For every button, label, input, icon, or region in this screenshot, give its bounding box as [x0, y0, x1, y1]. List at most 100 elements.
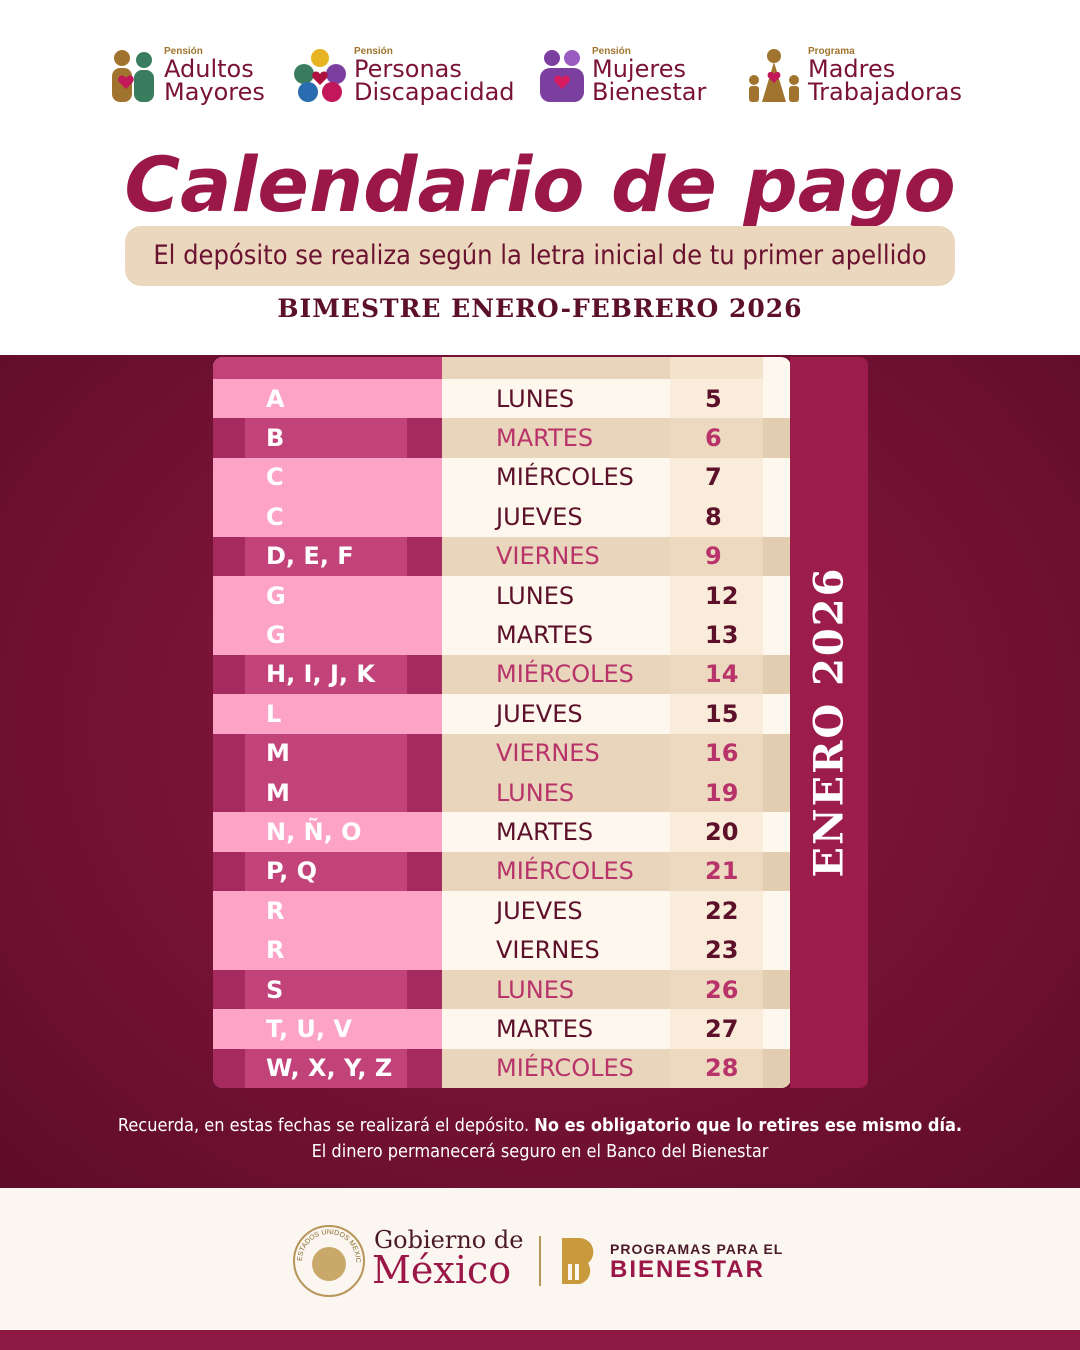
date-bg: [670, 930, 763, 971]
date-bg: [670, 615, 763, 656]
letter-bg: [213, 1009, 442, 1050]
date: 27: [705, 1014, 739, 1043]
date: 28: [705, 1054, 739, 1083]
note-line: Recuerda, en estas fechas se realizará e…: [0, 1113, 1080, 1139]
date-bg: [670, 379, 763, 419]
program-kicker: Pensión: [164, 46, 203, 57]
letter-edge: [407, 1048, 442, 1088]
letter-bg: [213, 733, 442, 774]
edge-bg: [763, 1009, 791, 1050]
note-bold: No es obligatorio que lo retires ese mis…: [534, 1115, 963, 1136]
weekday: LUNES: [496, 384, 575, 413]
date-bg: [670, 851, 763, 892]
letters: C: [266, 463, 284, 492]
note-line: El dinero permanecerá seguro en el Banco…: [311, 1141, 769, 1162]
letter-edge: [213, 851, 245, 892]
edge-bg: [763, 1048, 791, 1088]
letters: B: [266, 424, 285, 453]
weekday: MIÉRCOLES: [496, 660, 634, 689]
letters: S: [266, 975, 284, 1004]
letters: C: [266, 502, 284, 531]
gov-line: Gobierno de: [374, 1226, 524, 1254]
weekday: MARTES: [496, 1014, 594, 1043]
date-bg: [670, 772, 763, 813]
day-bg: [442, 457, 670, 498]
letters: M: [266, 778, 290, 807]
date-bg: [670, 536, 763, 577]
day-bg: [442, 930, 670, 971]
program-name: Madres Trabajadoras: [808, 55, 962, 104]
date: 12: [705, 581, 739, 610]
letter-edge: [213, 733, 245, 774]
letters: R: [266, 896, 285, 925]
program-name: Adultos Mayores: [164, 57, 265, 104]
weekday: MARTES: [496, 817, 594, 846]
weekday: JUEVES: [496, 699, 583, 728]
day-bg: [442, 772, 670, 813]
date-bg: [670, 457, 763, 498]
letters: G: [266, 581, 286, 610]
edge-bg: [763, 812, 791, 853]
day-bg: [442, 969, 670, 1010]
note: Recuerda, en estas fechas se realizará e…: [0, 1113, 1080, 1165]
edge-bg: [763, 694, 791, 734]
edge-bg: [763, 851, 791, 892]
date: 6: [705, 424, 722, 453]
date-bg: [670, 1048, 763, 1088]
subtitle: El depósito se realiza según la letra in…: [125, 226, 955, 286]
date: 8: [705, 502, 722, 531]
date: 16: [705, 739, 739, 768]
edge-bg: [763, 969, 791, 1010]
date: 9: [705, 542, 722, 571]
bottom-stripe: [0, 1330, 1080, 1350]
header-strip: [670, 357, 763, 379]
date: 13: [705, 621, 739, 650]
weekday: LUNES: [496, 581, 575, 610]
date-bg: [670, 891, 763, 931]
program-line: Mujeres: [592, 55, 686, 83]
program-line: Personas: [354, 55, 462, 83]
letter-bg: [213, 654, 442, 695]
program-name: Mujeres Bienestar: [592, 55, 707, 106]
edge-bg: [763, 536, 791, 577]
letter-bg: [213, 418, 442, 459]
date-bg: [670, 733, 763, 774]
edge-bg: [763, 772, 791, 813]
letter-bg: [213, 812, 442, 853]
day-bg: [442, 497, 670, 538]
month-label: ENERO 2026: [805, 566, 853, 878]
header-strip: [442, 357, 670, 379]
letter-bg: [213, 930, 442, 971]
prog-line: PROGRAMAS PARA EL: [610, 1241, 784, 1257]
letter-edge: [213, 1048, 245, 1088]
divider: [539, 1236, 541, 1286]
day-bg: [442, 536, 670, 577]
program-line: Madres: [808, 55, 896, 83]
title: Calendario de pago: [124, 140, 956, 229]
letters: M: [266, 739, 290, 768]
letters: R: [266, 936, 285, 965]
program-line: Bienestar: [592, 78, 707, 106]
letter-edge: [213, 654, 245, 695]
program-icon: [540, 50, 584, 102]
program-name: Personas Discapacidad: [354, 55, 515, 106]
letter-bg: [213, 694, 442, 734]
weekday: JUEVES: [496, 502, 583, 531]
day-bg: [442, 1009, 670, 1050]
date-bg: [670, 812, 763, 853]
letter-bg: [213, 772, 442, 813]
weekday: LUNES: [496, 778, 575, 807]
day-bg: [442, 379, 670, 419]
letter-bg: [213, 851, 442, 892]
seal: ESTADOS UNIDOS MEXICANOS: [292, 1224, 365, 1297]
letters: N, Ñ, O: [266, 817, 362, 846]
program-line: Discapacidad: [354, 78, 515, 106]
date-bg: [670, 497, 763, 538]
note-text: Recuerda, en estas fechas se realizará e…: [117, 1115, 530, 1136]
date: 21: [705, 857, 739, 886]
day-bg: [442, 615, 670, 656]
day-bg: [442, 891, 670, 931]
letter-bg: [213, 615, 442, 656]
month-panel: ENERO 2026: [790, 357, 868, 1088]
